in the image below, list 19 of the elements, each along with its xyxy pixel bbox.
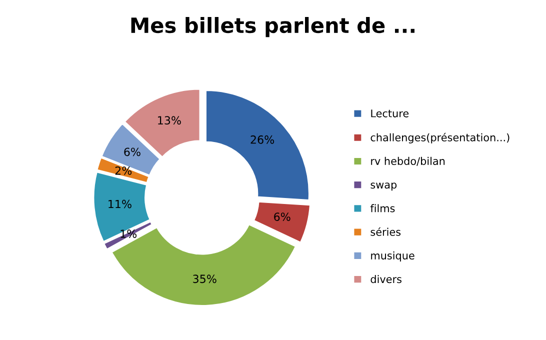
legend-label: challenges(présentation...) <box>370 132 510 144</box>
chart-title: Mes billets parlent de ... <box>131 17 414 38</box>
legend-label: séries <box>370 227 401 236</box>
donut-slice <box>124 88 201 158</box>
data-label: 26% <box>250 135 274 144</box>
data-label: 35% <box>193 274 216 284</box>
data-label: 1% <box>120 230 137 238</box>
legend-label: swap <box>370 182 397 191</box>
data-label: 6% <box>124 148 140 156</box>
data-label: 11% <box>108 200 132 208</box>
donut-slice <box>253 201 311 244</box>
data-label: 6% <box>274 212 290 221</box>
legend-label: films <box>370 204 395 212</box>
legend-label: Lecture <box>371 110 409 118</box>
legend-label: divers <box>370 275 402 284</box>
data-label: 2% <box>115 166 132 175</box>
legend-label: rv hebdo/bilan <box>371 156 445 166</box>
data-label: 13% <box>158 116 181 125</box>
legend-label: musique <box>371 251 414 262</box>
